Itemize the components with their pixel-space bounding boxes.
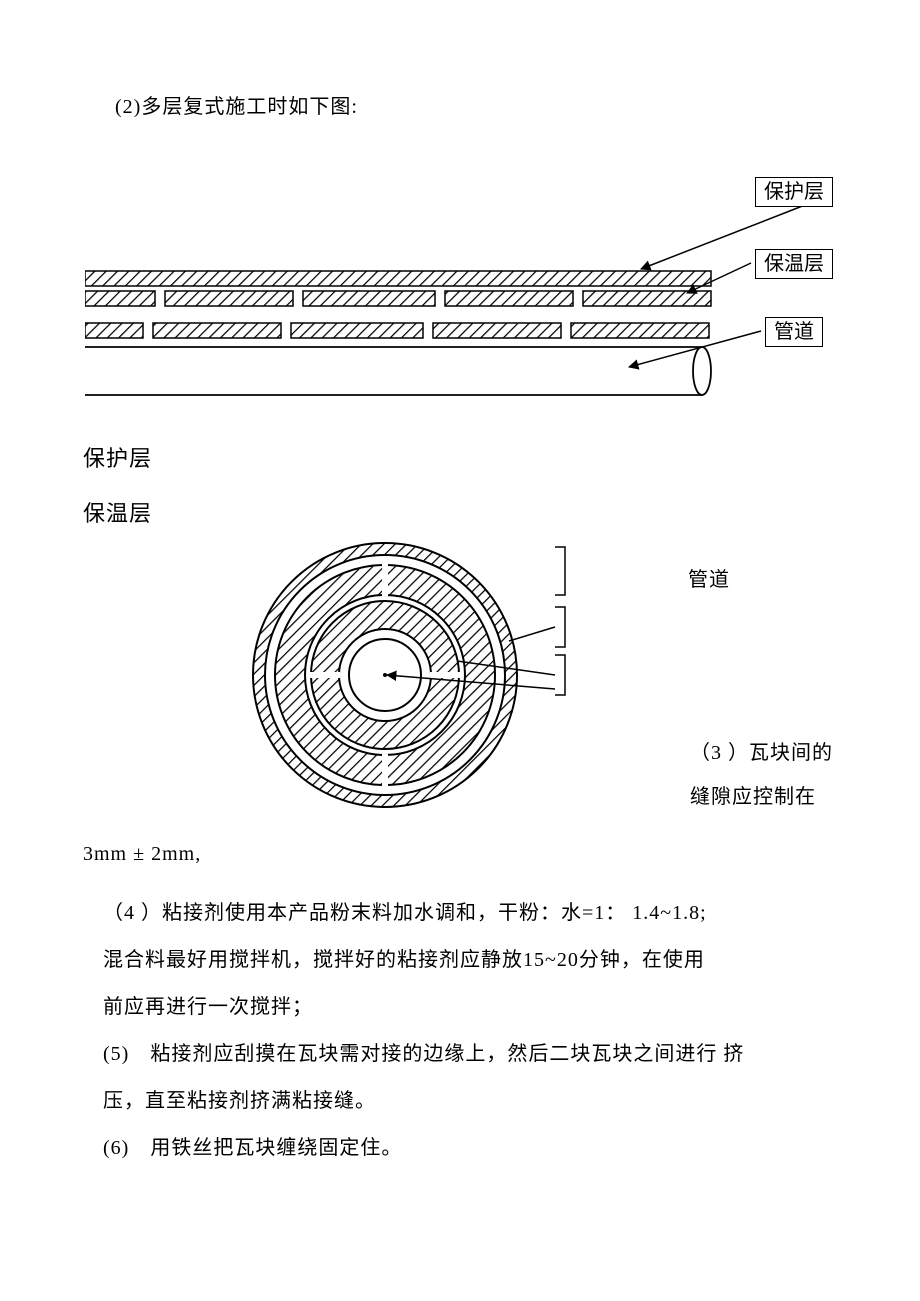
tolerance-line: 3mm ± 2mm, [83, 843, 835, 866]
loose-label-protect: 保护层 [83, 431, 835, 486]
para-6: (6) 用铁丝把瓦块缠绕固定住。 [103, 1125, 835, 1172]
label-box-pipe: 管道 [765, 317, 823, 347]
loose-labels: 保护层 保温层 [83, 431, 835, 541]
label-pipe-cross: 管道 [688, 563, 730, 592]
para-3-part-b: 缝隙应控制在 [690, 786, 816, 808]
body-paragraphs: （4 ）粘接剂使用本产品粉末料加水调和，干粉：水=1： 1.4~1.8; 混合料… [103, 890, 835, 1172]
label-box-insulate: 保温层 [755, 249, 833, 279]
label-box-protect: 保护层 [755, 177, 833, 207]
para-5-line-1: (5) 粘接剂应刮摸在瓦块需对接的边缘上，然后二块瓦块之间进行 挤 [103, 1031, 835, 1078]
loose-label-insulate: 保温层 [83, 486, 835, 541]
para-4-line-3: 前应再进行一次搅拌； [103, 984, 835, 1031]
para-4-line-2: 混合料最好用搅拌机，搅拌好的粘接剂应静放15~20分钟，在使用 [103, 937, 835, 984]
cross-section-diagram [245, 535, 692, 825]
cross-section-row: 管道 （3 ）瓦块间的 缝隙应控制在 [85, 535, 835, 825]
para-4-line-1: （4 ）粘接剂使用本产品粉末料加水调和，干粉：水=1： 1.4~1.8; [103, 890, 835, 937]
para-5-line-2: 压，直至粘接剂挤满粘接缝。 [103, 1078, 835, 1125]
para-3-part-a: （3 ）瓦块间的 [690, 742, 833, 764]
heading-line-2: (2)多层复式施工时如下图: [115, 90, 835, 119]
side-view-diagram: 保护层 保温层 管道 [85, 167, 845, 407]
